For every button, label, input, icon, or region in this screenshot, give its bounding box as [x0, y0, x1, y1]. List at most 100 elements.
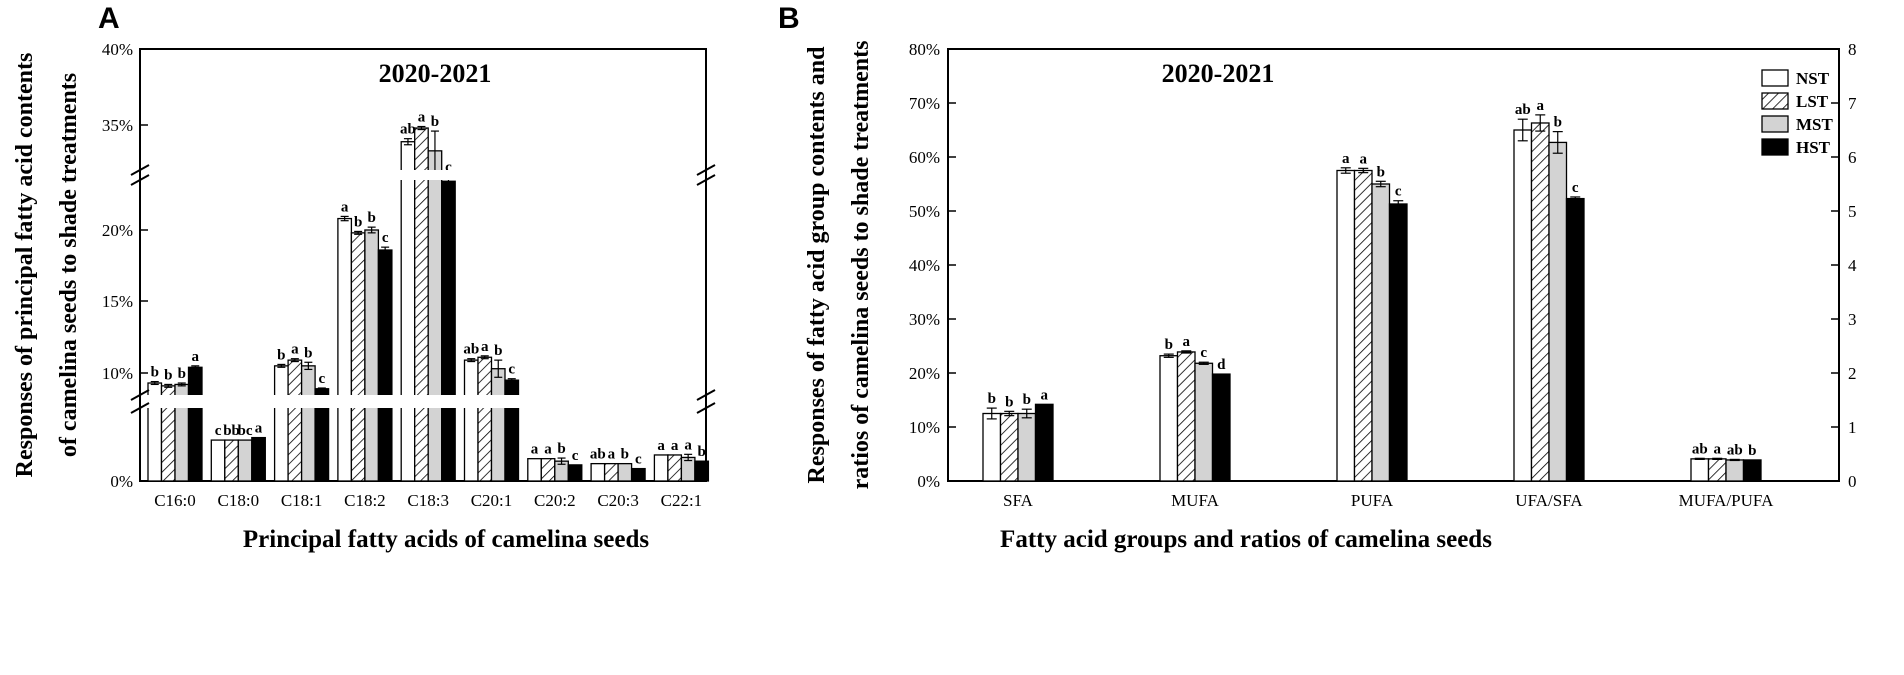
bar-b-sfa-mst [1017, 412, 1037, 482]
significance-letter-a: bb [223, 423, 240, 439]
bar-a-C20-1-mst [490, 368, 506, 482]
bar-b-ufa-sfa-lst [1530, 122, 1550, 482]
bar-a-C18-0-mst [237, 439, 253, 482]
axis-break-mark [696, 402, 716, 414]
panel-b-x-tick-label: MUFA/PUFA [1679, 491, 1775, 510]
panel-b-x-tick-label: SFA [1003, 491, 1034, 510]
panel-a-y-label-line1: Responses of principal fatty acid conten… [12, 53, 38, 478]
bar-b-mufa-pufa-lst [1707, 458, 1727, 482]
significance-letter-a: a [418, 110, 426, 126]
panel-b-y-tick-label: 70% [909, 94, 940, 113]
axis-break-gap [141, 170, 705, 180]
panel-b-y-tick-label: 0% [917, 472, 940, 491]
bar-a-C18-3-lst [414, 127, 429, 482]
significance-letter-a: b [354, 214, 362, 230]
bar-a-C20-1-nst [463, 359, 479, 482]
panel-a-x-label: Principal fatty acids of camelina seeds [243, 526, 649, 553]
bar-a-C20-1-lst [477, 356, 493, 482]
significance-letter-a: a [608, 447, 616, 463]
significance-letter-b: ab [1692, 441, 1708, 457]
significance-letter-a: ab [400, 122, 416, 138]
panel-a-x-tick-label: C18:0 [218, 491, 260, 510]
axis-break-mark [130, 389, 150, 401]
significance-letter-a: b [367, 210, 375, 226]
panel-a-y-tick-label: 15% [102, 292, 133, 311]
bar-a-C20-2-nst [527, 458, 542, 482]
significance-letter-a: b [697, 444, 705, 460]
significance-letter-b: c [1200, 345, 1207, 361]
panel-b-y2-tick-label: 7 [1848, 94, 1857, 113]
panel-b-x-tick-label: MUFA [1171, 491, 1220, 510]
panel-b-y-label-line2: ratios of camelina seeds to shade treatm… [848, 41, 874, 490]
significance-letter-a: ab [590, 447, 606, 463]
significance-letter-a: a [657, 438, 665, 454]
bar-b-sfa-nst [982, 412, 1002, 482]
significance-letter-b: d [1217, 357, 1226, 373]
panel-a-x-tick-label: C20:3 [597, 491, 639, 510]
significance-letter-a: ab [463, 342, 479, 358]
bar-a-C18-0-nst [210, 439, 226, 482]
significance-letter-b: b [1023, 392, 1031, 408]
panel-b-x-axis: SFA MUFA PUFA UFA/SFA MUFA/PUFA [1003, 491, 1774, 510]
panel-b-y2-tick-label: 3 [1848, 310, 1857, 329]
panel-b-x-label: Fatty acid groups and ratios of camelina… [1000, 526, 1492, 553]
panel-a-y-axis: 0% 10% 15% 20% 35% 40% [102, 40, 148, 491]
panel-a-y-tick-label: 35% [102, 116, 133, 135]
significance-letter-a: c [635, 452, 642, 468]
significance-letter-b: ab [1727, 442, 1743, 458]
significance-letter-a: a [192, 349, 200, 365]
axis-break-mark [130, 402, 150, 414]
bar-a-C22-1-lst [667, 454, 683, 482]
axis-break-mark [130, 174, 150, 186]
significance-letter-b: b [1005, 394, 1013, 410]
panel-b-x-tick-label: UFA/SFA [1515, 491, 1583, 510]
significance-letter-a: c [572, 448, 579, 464]
significance-letter-b: a [1183, 334, 1191, 350]
panel-b-y-tick-label: 40% [909, 256, 940, 275]
panel-a-title: 2020-2021 [379, 59, 492, 88]
bar-a-C18-0-hst [251, 436, 266, 482]
panel-b-y2-tick-label: 6 [1848, 148, 1857, 167]
panel-a-x-tick-label: C18:2 [344, 491, 386, 510]
bar-a-C18-1-nst [273, 365, 289, 482]
panel-b-y-tick-label: 10% [909, 418, 940, 437]
significance-letter-b: b [1377, 164, 1385, 180]
panel-a-y-tick-label: 40% [102, 40, 133, 59]
bar-a-C18-3-nst [400, 141, 416, 482]
panel-a-axis-breaks [130, 164, 716, 414]
legend-label-mst: MST [1796, 115, 1834, 134]
significance-letter-a: c [215, 423, 222, 439]
bar-b-mufa-lst [1176, 351, 1196, 482]
significance-letter-a: b [178, 366, 186, 382]
bar-a-C18-1-lst [287, 359, 303, 482]
significance-letter-b: b [988, 391, 996, 407]
panel-b-y2-tick-label: 4 [1848, 256, 1857, 275]
bar-b-ufa-sfa-mst [1548, 141, 1568, 482]
significance-letter-a: b [431, 114, 439, 130]
axis-break-mark [696, 164, 716, 176]
legend-label-nst: NST [1796, 69, 1830, 88]
bar-a-C20-2-lst [540, 458, 556, 482]
legend-swatch-nst [1761, 69, 1789, 87]
bar-b-ufa-sfa-nst [1513, 129, 1533, 482]
panel-b-x-tick-label: PUFA [1351, 491, 1394, 510]
legend-swatch-lst [1761, 92, 1789, 110]
bar-b-mufa-pufa-nst [1690, 458, 1710, 482]
significance-letter-b: ab [1515, 102, 1531, 118]
significance-letter-a: c [508, 362, 515, 378]
panel-b-y-tick-label: 50% [909, 202, 940, 221]
significance-letter-a: a [291, 342, 299, 358]
significance-letter-b: c [1572, 180, 1579, 196]
significance-letter-b: a [1537, 98, 1545, 114]
legend-label-lst: LST [1796, 92, 1829, 111]
bar-b-pufa-hst [1388, 203, 1408, 482]
axis-break-mark [696, 174, 716, 186]
significance-letter-a: a [341, 199, 349, 215]
bar-b-mufa-nst [1159, 355, 1179, 482]
significance-letter-a: b [494, 343, 502, 359]
bar-a-C18-3-mst [427, 150, 443, 482]
panel-b-y-axis: 0% 10% 20% 30% 40% 50% 60% 70% 80% [909, 40, 956, 491]
panel-b-y-label-line1: Responses of fatty acid group contents a… [804, 46, 830, 484]
